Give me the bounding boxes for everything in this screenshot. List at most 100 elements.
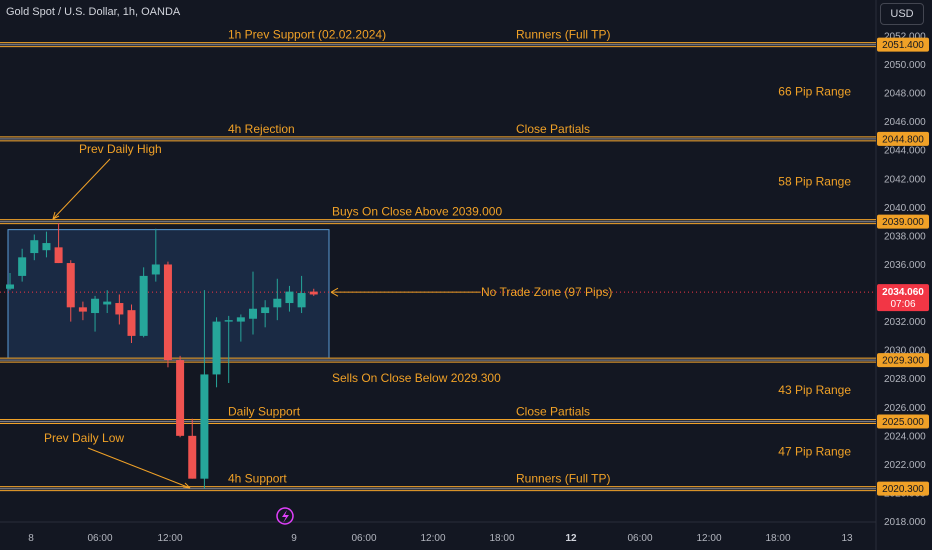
candle[interactable] [6, 273, 14, 291]
time-tick-label: 8 [28, 533, 34, 544]
prev-daily-low-arrow [87, 447, 191, 489]
candle-body [236, 317, 245, 322]
level-price-tag[interactable]: 2029.300 [877, 353, 929, 368]
candle[interactable] [30, 234, 39, 261]
level-price-tag[interactable]: 2051.400 [877, 37, 929, 52]
candle-body [249, 308, 257, 319]
price-axis[interactable]: 2052.000 2050.000 2048.000 2046.000 2044.000… [884, 32, 926, 529]
level-tag-label: 2020.300 [882, 484, 924, 495]
candle-countdown: 07:06 [890, 299, 915, 310]
price-tick-label: 2022.000 [884, 460, 926, 471]
candle-body [176, 360, 185, 436]
level-right-annotation: Runners (Full TP) [516, 472, 610, 486]
candle-body [115, 303, 124, 315]
candle[interactable] [261, 300, 270, 328]
price-tick-label: 2046.000 [884, 117, 926, 128]
price-tick-label: 2028.000 [884, 374, 926, 385]
level-tag-bg [877, 414, 929, 429]
candle[interactable] [139, 267, 148, 338]
candle[interactable] [18, 248, 27, 282]
time-tick-label: 12 [565, 533, 577, 544]
candle[interactable] [103, 290, 112, 314]
time-tick-label: 13 [841, 533, 853, 544]
candle-body [42, 243, 51, 251]
candle[interactable] [285, 285, 294, 312]
time-tick-label: 06:00 [351, 533, 376, 544]
candle[interactable] [151, 228, 160, 282]
level-tag-bg [877, 214, 929, 229]
candle[interactable] [212, 317, 221, 388]
candle[interactable] [236, 314, 245, 342]
candle[interactable] [54, 223, 63, 264]
prev-daily-low-label: Prev Daily Low [44, 431, 124, 445]
candle[interactable] [176, 355, 185, 438]
level-tag-label: 2044.800 [882, 134, 924, 145]
candle[interactable] [115, 294, 124, 325]
level-line[interactable] [0, 136, 876, 142]
time-tick-label: 12:00 [696, 533, 721, 544]
candle[interactable] [297, 275, 306, 314]
price-tick-label: 2052.000 [884, 32, 926, 43]
candle-body [261, 307, 270, 314]
chart-title: Gold Spot / U.S. Dollar, 1h, OANDA [6, 6, 181, 18]
level-tag-bg [877, 37, 929, 52]
candle-body [18, 257, 27, 276]
level-price-tag[interactable]: 2039.000 [877, 214, 929, 229]
candle[interactable] [78, 301, 87, 321]
candle-body [285, 291, 294, 304]
level-tag-label: 2051.400 [882, 40, 924, 51]
candle[interactable] [66, 260, 75, 322]
level-tag-label: 2039.000 [882, 217, 924, 228]
level-tag-label: 2025.000 [882, 417, 924, 428]
candle[interactable] [188, 418, 197, 479]
candle[interactable] [309, 288, 318, 296]
lightning-icon-ring [276, 507, 294, 525]
level-price-tag[interactable]: 2025.000 [877, 414, 929, 429]
pip-range-label: 47 Pip Range [778, 445, 851, 459]
level-left-annotation: 4h Support [228, 472, 287, 486]
no-trade-zone-arrowhead [330, 287, 339, 297]
candle[interactable] [273, 278, 282, 321]
candle[interactable] [249, 271, 257, 335]
time-axis[interactable]: 8 06:00 12:00 9 06:00 12:00 18:00 12 06:00 12:00 1… [28, 533, 853, 544]
candle-body [127, 310, 136, 336]
level-price-tag[interactable]: 2044.800 [877, 131, 929, 146]
candle-body [309, 291, 318, 295]
level-left-annotation: 4h Rejection [228, 122, 295, 136]
candle[interactable] [91, 295, 100, 332]
candle[interactable] [163, 261, 172, 368]
price-tick-label: 2024.000 [884, 431, 926, 442]
time-tick-label: 12:00 [157, 533, 182, 544]
level-line[interactable] [0, 42, 876, 48]
candle-body [6, 284, 14, 289]
currency-button[interactable]: USD [880, 3, 924, 25]
candle-body [200, 374, 209, 479]
price-tick-label: 2030.000 [884, 346, 926, 357]
price-tick-label: 2038.000 [884, 231, 926, 242]
level-line[interactable] [0, 357, 876, 363]
no-trade-zone-label: No Trade Zone (97 Pips) [481, 285, 612, 299]
candle[interactable] [42, 231, 51, 258]
price-tick-label: 2026.000 [884, 403, 926, 414]
price-tick-label: 2042.000 [884, 174, 926, 185]
level-left-annotation: Buys On Close Above 2039.000 [332, 205, 502, 219]
level-price-tag[interactable]: 2020.300 [877, 481, 929, 496]
lightning-icon[interactable] [276, 507, 294, 525]
time-tick-label: 18:00 [765, 533, 790, 544]
level-left-annotation: Daily Support [228, 405, 301, 419]
candle[interactable] [127, 304, 136, 344]
level-line[interactable] [0, 219, 876, 225]
prev-daily-high-label: Prev Daily High [79, 142, 162, 156]
candle[interactable] [200, 290, 209, 489]
level-tag-label: 2029.300 [882, 356, 924, 367]
candle-body [151, 264, 160, 275]
level-line[interactable] [0, 419, 876, 425]
level-line[interactable] [0, 486, 876, 492]
candle-body [54, 247, 63, 264]
candle[interactable] [224, 315, 233, 384]
price-tick-label: 2032.000 [884, 317, 926, 328]
price-tick-label: 2044.000 [884, 146, 926, 157]
candle-body [139, 275, 148, 336]
